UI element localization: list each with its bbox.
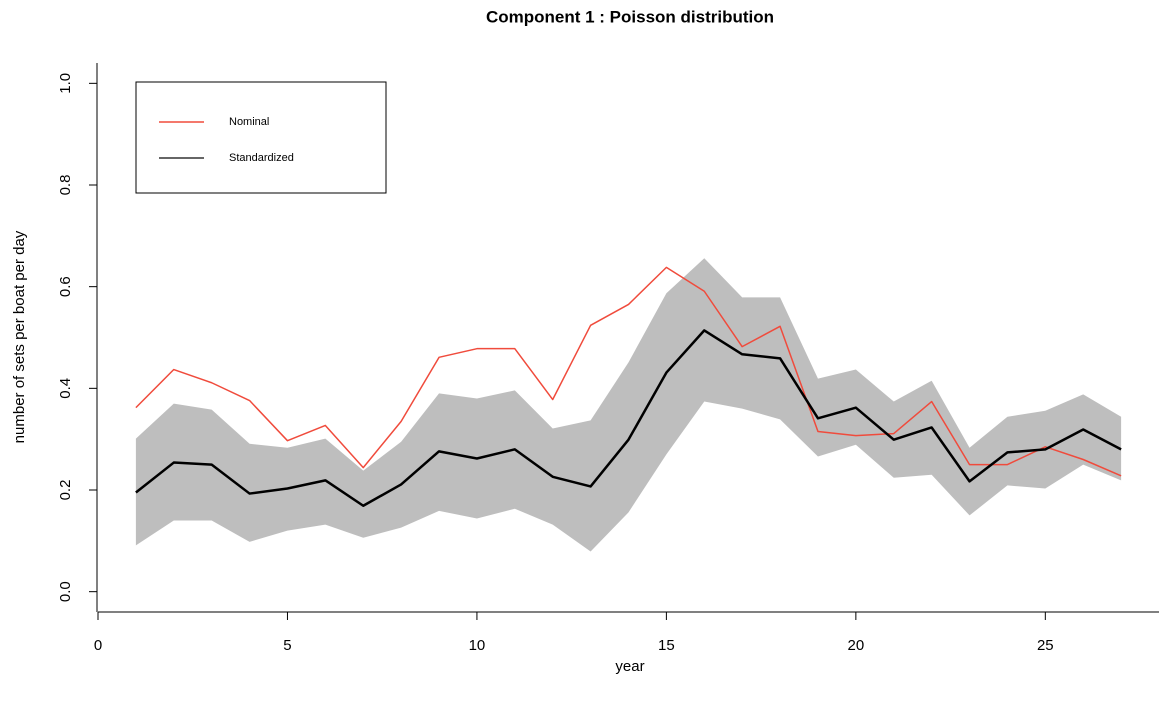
y-tick-label: 0.0 (57, 581, 74, 602)
y-tick-label: 0.2 (57, 480, 74, 501)
legend-label: Nominal (229, 116, 269, 128)
x-tick-label: 15 (658, 637, 675, 654)
x-tick-label: 10 (469, 637, 486, 654)
y-tick-label: 0.4 (57, 378, 74, 399)
chart-title: Component 1 : Poisson distribution (486, 7, 774, 26)
y-tick-label: 0.8 (57, 175, 74, 196)
y-axis-label: number of sets per boat per day (11, 230, 28, 443)
line (135, 329, 1122, 508)
x-axis-label: year (615, 658, 644, 675)
line (135, 266, 1122, 477)
x-tick-label: 0 (94, 637, 102, 654)
x-tick-label: 25 (1037, 637, 1054, 654)
legend-label: Standardized (229, 152, 294, 164)
legend-box (135, 81, 387, 194)
x-tick-label: 20 (848, 637, 865, 654)
y-tick-label: 1.0 (57, 73, 74, 94)
y-tick-label: 0.6 (57, 276, 74, 297)
confidence-band (135, 258, 1122, 552)
x-tick-label: 5 (283, 637, 291, 654)
